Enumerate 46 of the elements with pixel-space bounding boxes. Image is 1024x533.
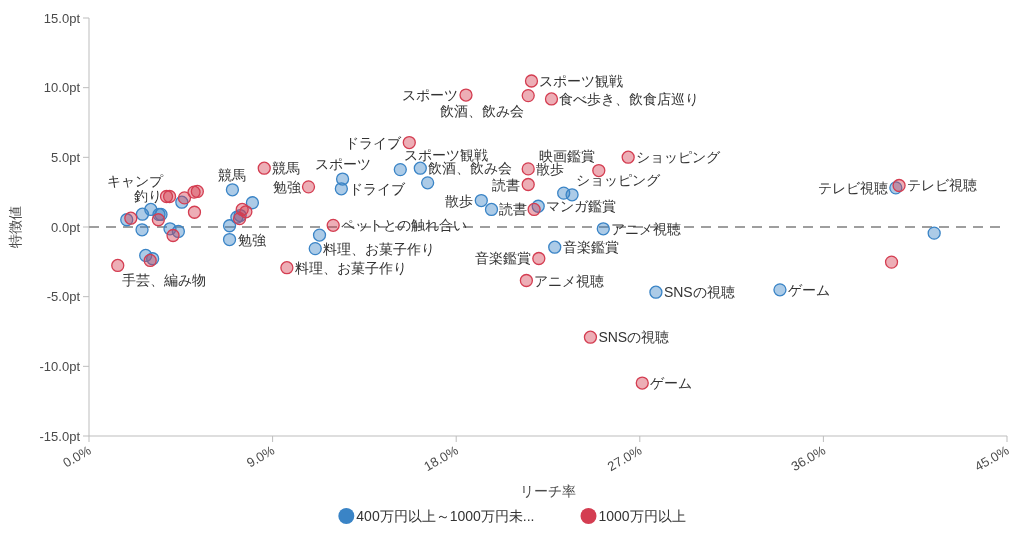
y-tick-label: -5.0pt (46, 289, 81, 305)
data-label: アニメ視聴 (611, 220, 682, 237)
data-label: アニメ視聴 (534, 272, 605, 289)
data-label: 散歩 (445, 192, 474, 209)
y-tick-label: 10.0pt (43, 80, 81, 96)
data-label: 読書 (499, 201, 528, 218)
y-tick-label: 15.0pt (43, 10, 81, 26)
data-label: キャンプ (106, 173, 164, 190)
data-label: 勉強 (237, 231, 266, 248)
x-tick-label: 9.0% (243, 442, 278, 471)
y-axis-title: 特徴値 (7, 206, 23, 248)
data-label: スポーツ (314, 156, 371, 173)
data-label: テレビ視聴 (817, 179, 888, 196)
data-label: 音楽鑑賞 (474, 250, 531, 267)
data-label: 勉強 (272, 178, 301, 195)
data-label: スポーツ (401, 87, 458, 104)
data-label: 料理、お菓子作り (323, 240, 436, 257)
y-tick-label: 5.0pt (51, 149, 81, 165)
y-tick-label: -15.0pt (39, 428, 81, 444)
data-label: ゲーム (650, 375, 693, 392)
data-label: スポーツ観戦 (404, 146, 489, 163)
data-label: SNSの視聴 (663, 284, 735, 301)
data-label: ドライブ (349, 180, 407, 197)
data-label: 読書 (492, 176, 521, 193)
data-label: 競馬 (272, 160, 301, 177)
legend-label: 400万円以上～1000万円未... (356, 508, 535, 524)
data-label: マンガ鑑賞 (546, 198, 617, 215)
data-label: ショッピング (576, 171, 662, 188)
data-label: ショッピング (636, 149, 722, 166)
data-label: 釣り (133, 188, 162, 205)
y-tick-label: -10.0pt (39, 358, 81, 374)
legend-label: 1000万円以上 (598, 508, 686, 524)
data-label: 手芸、編み物 (121, 272, 206, 289)
data-label: スポーツ観戦 (539, 72, 624, 89)
data-label: SNSの視聴 (598, 329, 670, 346)
data-label: ドライブ (345, 134, 403, 151)
data-label: ゲーム (787, 281, 830, 298)
data-label: 音楽鑑賞 (562, 239, 619, 256)
data-label: ペットとの触れ合い (341, 217, 468, 234)
data-label: 競馬 (218, 166, 247, 183)
data-label: 飲酒、飲み会 (440, 102, 525, 119)
x-axis-title: リーチ率 (520, 483, 576, 499)
data-label: 料理、お菓子作り (294, 259, 407, 276)
data-label: テレビ視聴 (907, 177, 978, 194)
data-label: 食べ歩き、飲食店巡り (559, 90, 700, 107)
y-tick-label: 0.0pt (51, 219, 81, 235)
